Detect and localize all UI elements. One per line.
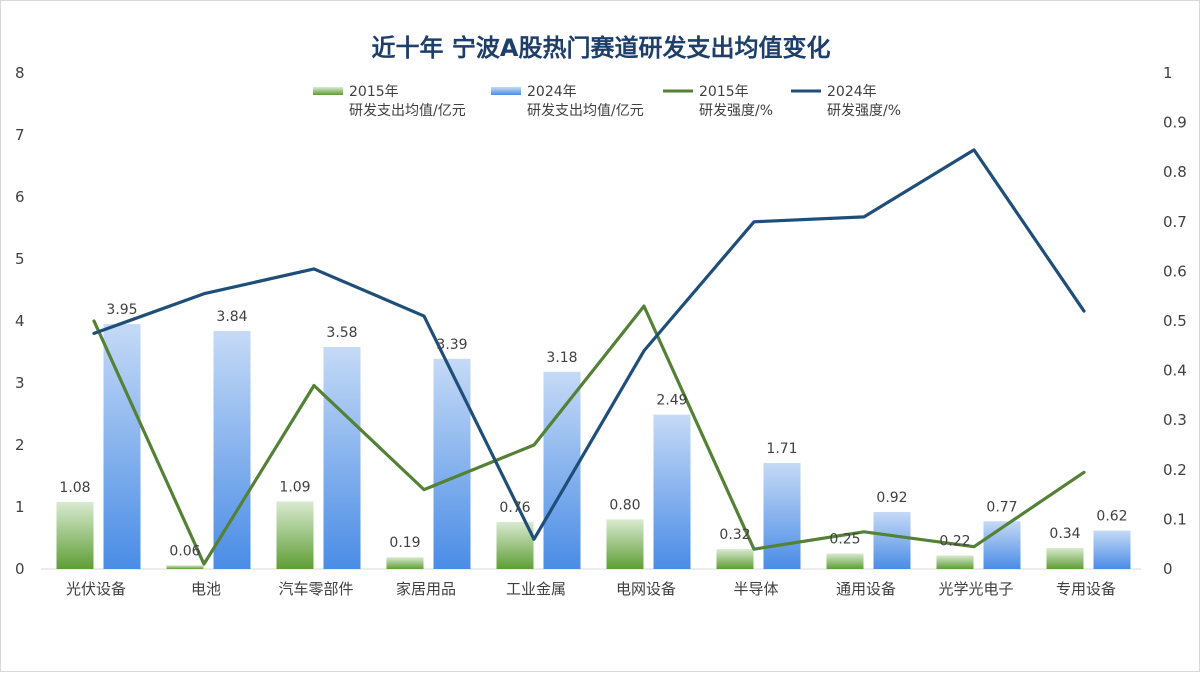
category-label: 光伏设备 bbox=[66, 580, 126, 598]
bar-data-label: 1.09 bbox=[279, 479, 310, 495]
bar-2024 bbox=[213, 330, 251, 569]
line-2024-intensity bbox=[92, 148, 1086, 541]
left-axis-tick: 1 bbox=[15, 498, 25, 516]
left-axis-tick: 7 bbox=[15, 126, 25, 144]
legend-entry-metric: 研发支出均值/亿元 bbox=[349, 103, 466, 119]
right-axis-tick: 0.5 bbox=[1163, 312, 1187, 330]
left-axis-tick: 2 bbox=[15, 436, 25, 454]
left-axis-ticks: 0 1 2 3 4 5 6 7 8 bbox=[15, 64, 25, 578]
legend-entry-year: 2024年 bbox=[827, 84, 877, 100]
bar-data-label: 3.84 bbox=[216, 309, 247, 325]
bar-2024 bbox=[323, 347, 361, 569]
right-axis-tick: 0.8 bbox=[1163, 163, 1187, 181]
bar-2015 bbox=[936, 555, 974, 569]
bar-data-label: 0.06 bbox=[169, 543, 200, 559]
right-axis-tick: 0.1 bbox=[1163, 510, 1187, 528]
bar-2015 bbox=[276, 501, 314, 569]
bar-labels: 1.08 0.06 1.09 0.19 0.76 0.80 0.32 0.25 0.22 0.34… bbox=[59, 302, 1127, 559]
legend-entry-year: 2024年 bbox=[527, 84, 577, 100]
chart-title: 近十年 宁波A股热门赛道研发支出均值变化 bbox=[372, 34, 831, 62]
right-axis-tick: 0.7 bbox=[1163, 213, 1187, 231]
left-axis-tick: 5 bbox=[15, 250, 25, 268]
bar-data-label: 0.62 bbox=[1096, 509, 1127, 525]
bar-2024 bbox=[103, 324, 141, 569]
bar-2015 bbox=[386, 557, 424, 569]
bar-data-label: 0.80 bbox=[609, 497, 640, 513]
category-label: 汽车零部件 bbox=[278, 580, 353, 598]
category-label: 半导体 bbox=[733, 580, 778, 598]
bar-data-label: 0.92 bbox=[876, 490, 907, 506]
left-axis-tick: 0 bbox=[15, 560, 25, 578]
bar-2015 bbox=[166, 565, 204, 569]
left-axis-tick: 4 bbox=[15, 312, 25, 330]
right-axis-tick: 0 bbox=[1163, 560, 1173, 578]
bar-2015 bbox=[496, 521, 534, 569]
bar-2024 bbox=[873, 511, 911, 569]
legend-entry-metric: 研发强度/% bbox=[699, 103, 773, 119]
category-label: 通用设备 bbox=[836, 580, 896, 598]
left-axis-tick: 3 bbox=[15, 374, 25, 392]
right-axis-tick: 1 bbox=[1163, 64, 1173, 82]
bar-data-label: 0.32 bbox=[719, 527, 750, 543]
category-label: 电网设备 bbox=[616, 580, 676, 598]
bar-data-label: 3.95 bbox=[106, 302, 137, 318]
category-label: 工业金属 bbox=[506, 580, 566, 598]
bar-data-label: 3.39 bbox=[436, 337, 467, 353]
bar-2024 bbox=[1093, 530, 1131, 569]
legend-entry-metric: 研发支出均值/亿元 bbox=[527, 103, 644, 119]
category-labels: 光伏设备 电池 汽车零部件 家居用品 工业金属 电网设备 半导体 通用设备 光学光电子 专用设备 bbox=[66, 580, 1116, 598]
bar-data-label: 1.71 bbox=[766, 441, 797, 457]
right-axis-tick: 0.4 bbox=[1163, 362, 1187, 380]
bar-data-label: 0.76 bbox=[499, 500, 530, 516]
right-axis-ticks: 0 0.1 0.2 0.3 0.4 0.5 0.6 0.7 0.8 0.9 1 bbox=[1163, 64, 1187, 578]
bar-data-label: 0.77 bbox=[986, 499, 1017, 515]
lines bbox=[92, 148, 1086, 566]
legend-entry-metric: 研发强度/% bbox=[827, 103, 901, 119]
bar-2015 bbox=[716, 549, 754, 569]
bar-data-label: 0.34 bbox=[1049, 526, 1080, 542]
bar-2024 bbox=[653, 414, 691, 569]
bar-2015 bbox=[56, 502, 94, 569]
category-label: 家居用品 bbox=[396, 580, 456, 598]
bar-data-label: 0.25 bbox=[829, 532, 860, 548]
bar-2024 bbox=[433, 358, 471, 569]
legend-swatch bbox=[491, 87, 521, 95]
right-axis-tick: 0.3 bbox=[1163, 411, 1187, 429]
right-axis-tick: 0.6 bbox=[1163, 262, 1187, 280]
category-label: 专用设备 bbox=[1056, 580, 1116, 598]
left-axis-tick: 6 bbox=[15, 188, 25, 206]
right-axis-tick: 0.9 bbox=[1163, 114, 1187, 132]
bar-data-label: 2.49 bbox=[656, 393, 687, 409]
bar-data-label: 3.18 bbox=[546, 350, 577, 366]
legend-swatch bbox=[313, 87, 343, 95]
bar-data-label: 3.58 bbox=[326, 325, 357, 341]
bar-data-label: 1.08 bbox=[59, 480, 90, 496]
category-label: 电池 bbox=[191, 580, 221, 598]
bar-2015 bbox=[826, 553, 864, 569]
bar-2015 bbox=[1046, 547, 1084, 569]
line-2015-intensity bbox=[92, 304, 1086, 566]
legend-entry-year: 2015年 bbox=[349, 84, 399, 100]
bar-2015 bbox=[606, 519, 644, 569]
bar-2024 bbox=[763, 462, 801, 569]
left-axis-tick: 8 bbox=[15, 64, 25, 82]
bar-data-label: 0.19 bbox=[389, 535, 420, 551]
right-axis-tick: 0.2 bbox=[1163, 461, 1187, 479]
bar-data-label: 0.22 bbox=[939, 533, 970, 549]
category-label: 光学光电子 bbox=[938, 580, 1013, 598]
bars bbox=[56, 324, 1131, 569]
legend-entry-year: 2015年 bbox=[699, 84, 749, 100]
